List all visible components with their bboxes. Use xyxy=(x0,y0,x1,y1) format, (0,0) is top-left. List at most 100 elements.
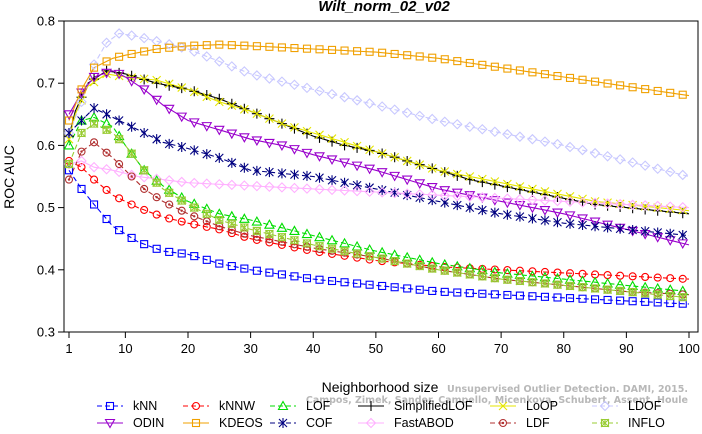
data-point-fastabod xyxy=(126,169,137,181)
data-point-knnw xyxy=(565,269,575,278)
data-point-ldof xyxy=(188,46,200,57)
data-point-cof xyxy=(553,217,562,228)
data-point-inflo xyxy=(603,285,612,295)
data-point-loop xyxy=(327,134,337,143)
data-point-cof xyxy=(315,172,324,183)
data-point-kdeos xyxy=(127,49,136,59)
data-point-odin xyxy=(426,183,438,193)
data-point-kdeos xyxy=(628,83,637,92)
data-point-loop xyxy=(565,192,575,201)
y-axis: 0.3 0.4 0.5 0.6 0.7 0.8 xyxy=(37,14,64,340)
data-point-knn xyxy=(390,283,399,292)
data-point-odin xyxy=(163,104,175,115)
data-point-ldof xyxy=(477,123,488,135)
data-point-knnw xyxy=(77,163,86,172)
data-point-ldof xyxy=(564,141,576,153)
data-point-fastabod xyxy=(614,198,626,210)
data-point-odin xyxy=(552,208,563,219)
data-point-knnw xyxy=(177,217,186,226)
data-point-ldf xyxy=(127,172,136,181)
data-point-knn xyxy=(190,252,199,261)
data-point-simplifiedlof xyxy=(164,80,175,91)
data-point-cof xyxy=(665,228,675,239)
data-point-odin xyxy=(514,201,526,211)
data-point-fastabod xyxy=(214,178,225,190)
data-point-ldof xyxy=(214,56,225,67)
data-point-knn xyxy=(327,276,337,286)
x-tick-label: 90 xyxy=(619,341,633,356)
legend-marker-ldof xyxy=(599,400,611,412)
data-point-inflo xyxy=(578,282,587,292)
data-point-kdeos xyxy=(202,41,211,50)
data-point-ldof xyxy=(527,133,538,145)
data-point-odin xyxy=(589,217,601,228)
data-point-fastabod xyxy=(163,175,175,186)
data-point-loop xyxy=(290,122,299,132)
x-tick-label: 30 xyxy=(243,341,257,356)
data-point-odin xyxy=(314,152,325,162)
data-point-odin xyxy=(176,112,188,123)
data-point-cof xyxy=(189,145,199,156)
data-point-cof xyxy=(265,167,274,178)
data-point-cof xyxy=(202,149,212,160)
data-point-ldof xyxy=(577,144,588,156)
data-point-odin xyxy=(539,206,551,216)
data-point-loop xyxy=(465,172,475,181)
data-point-ldof xyxy=(664,166,676,178)
data-point-kdeos xyxy=(415,52,424,61)
data-point-knnw xyxy=(127,200,136,209)
data-point-loop xyxy=(377,149,387,158)
data-point-cof xyxy=(77,115,86,126)
data-point-kdeos xyxy=(453,57,462,66)
data-point-ldof xyxy=(301,82,313,94)
legend-label-fastabod: FastABOD xyxy=(394,416,454,430)
data-point-knn xyxy=(302,274,312,283)
data-point-knn xyxy=(340,278,349,287)
data-point-fastabod xyxy=(289,182,300,194)
data-point-inflo xyxy=(152,178,162,188)
data-point-inflo xyxy=(615,286,625,296)
data-point-knn xyxy=(202,255,211,264)
data-point-kdeos xyxy=(240,41,249,50)
legend-label-loop: LoOP xyxy=(526,399,558,413)
data-point-fastabod xyxy=(376,187,388,198)
data-point-fastabod xyxy=(477,192,488,203)
data-point-knn xyxy=(77,184,86,193)
data-point-inflo xyxy=(502,275,512,285)
data-point-loop xyxy=(665,204,675,214)
data-point-loop xyxy=(390,152,400,162)
data-point-kdeos xyxy=(353,47,362,56)
data-point-inflo xyxy=(653,290,663,300)
data-point-knnw xyxy=(115,194,124,203)
data-point-kdeos xyxy=(115,52,124,61)
data-point-knnw xyxy=(528,267,537,276)
data-point-ldof xyxy=(389,104,400,115)
data-point-kdeos xyxy=(428,53,437,62)
data-point-cof xyxy=(452,200,462,211)
data-point-lof xyxy=(276,222,288,232)
data-point-ldof xyxy=(376,101,388,112)
legend-item-lof: LOF xyxy=(270,399,331,413)
data-point-fastabod xyxy=(88,161,100,173)
data-point-kdeos xyxy=(290,44,299,53)
data-point-kdeos xyxy=(666,88,675,97)
data-point-knn xyxy=(365,280,374,289)
data-point-cof xyxy=(678,229,688,240)
data-point-simplifiedlof xyxy=(452,170,463,181)
data-point-cof xyxy=(515,211,525,222)
data-point-inflo xyxy=(640,289,650,298)
data-point-ldof xyxy=(126,30,137,41)
data-point-inflo xyxy=(390,256,400,266)
data-point-cof xyxy=(477,205,487,216)
data-point-odin xyxy=(326,155,338,166)
data-point-knn xyxy=(428,286,437,295)
data-point-cof xyxy=(252,165,262,176)
data-point-ldof xyxy=(163,39,175,50)
data-point-knn xyxy=(515,291,524,300)
data-point-odin xyxy=(213,125,225,136)
data-point-cof xyxy=(302,170,312,181)
data-point-ldf xyxy=(64,175,74,184)
data-point-fastabod xyxy=(364,186,375,198)
data-point-kdeos xyxy=(277,43,286,52)
data-point-ldof xyxy=(514,131,526,142)
